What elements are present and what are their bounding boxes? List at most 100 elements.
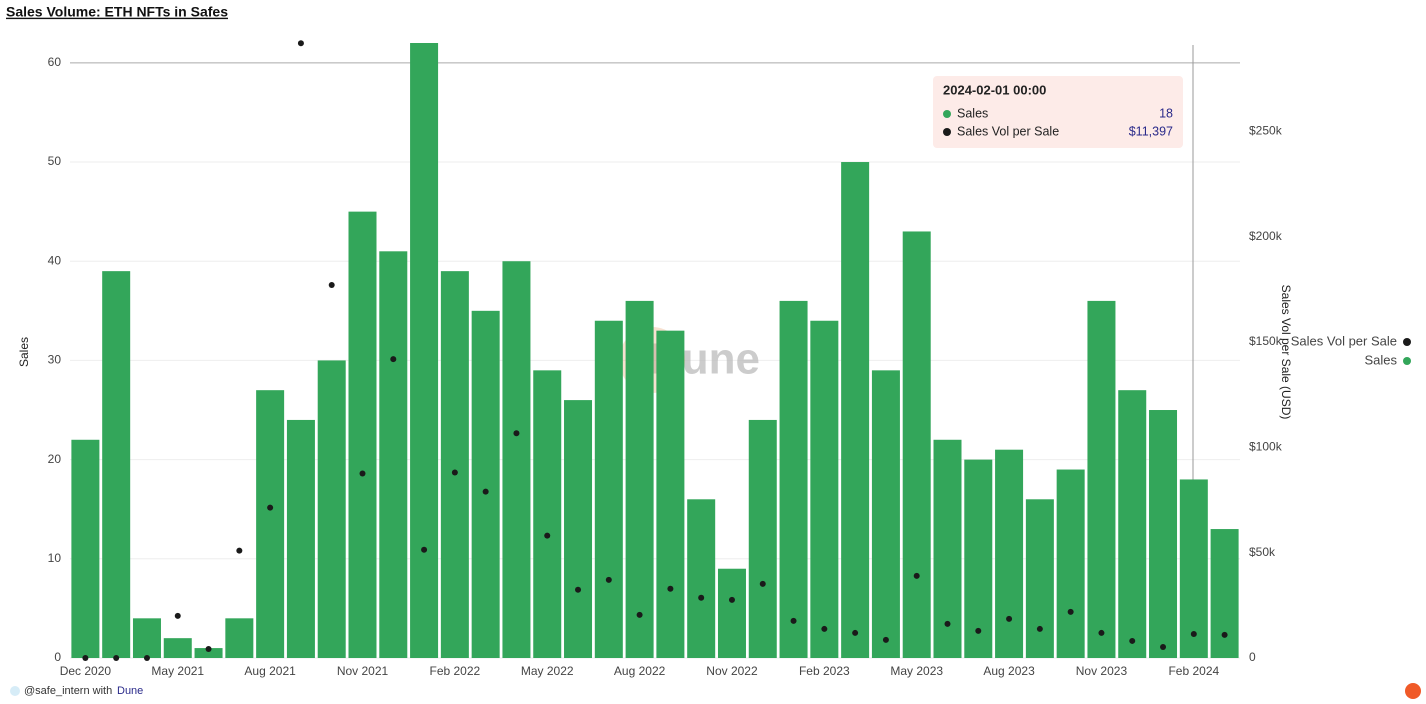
y2-tick-label: $100k (1249, 440, 1283, 454)
x-tick-label: May 2023 (890, 664, 943, 678)
tooltip-box (933, 76, 1183, 148)
x-tick-label: May 2021 (151, 664, 204, 678)
footer-brand: Dune (117, 685, 143, 697)
point (451, 469, 458, 476)
bar (779, 300, 808, 658)
bar (194, 648, 223, 658)
x-tick-label: Nov 2023 (1076, 664, 1128, 678)
bar (594, 320, 623, 658)
bar (1118, 390, 1147, 658)
y-tick-label: 30 (48, 353, 62, 367)
y-tick-label: 20 (48, 452, 62, 466)
y-tick-label: 40 (48, 253, 62, 267)
bar (348, 211, 377, 658)
y2-tick-label: $250k (1249, 124, 1283, 138)
tooltip-swatch (943, 128, 951, 136)
point (236, 547, 243, 554)
x-tick-label: Aug 2021 (244, 664, 296, 678)
x-tick-label: Aug 2022 (614, 664, 666, 678)
point (359, 470, 366, 477)
point (1098, 629, 1105, 636)
point (1036, 625, 1043, 632)
point (297, 40, 304, 47)
point (82, 655, 89, 661)
tooltip-value: $11,397 (1129, 124, 1173, 138)
bar (1210, 529, 1239, 658)
dune-logo (1405, 683, 1421, 699)
bar (225, 618, 254, 658)
bar (163, 638, 192, 658)
point (667, 585, 674, 592)
bar (687, 499, 716, 658)
point (852, 629, 859, 636)
point (944, 620, 951, 627)
bar (1179, 479, 1208, 658)
bar (995, 449, 1024, 658)
point (421, 546, 428, 553)
point (759, 580, 766, 587)
bar (1149, 410, 1178, 658)
footer-avatar (10, 686, 20, 696)
bar (256, 390, 285, 658)
y-tick-label: 10 (48, 551, 62, 565)
bar (1056, 469, 1085, 658)
x-tick-label: Nov 2021 (337, 664, 389, 678)
tooltip-swatch (943, 110, 951, 118)
x-tick-label: Dec 2020 (60, 664, 112, 678)
y-tick-label: 0 (54, 650, 61, 664)
bar (410, 43, 439, 658)
bar (1025, 499, 1054, 658)
tooltip-title: 2024-02-01 00:00 (943, 82, 1046, 97)
x-tick-label: Aug 2023 (983, 664, 1035, 678)
bar (656, 330, 685, 658)
y2-tick-label: $150k (1249, 334, 1283, 348)
point (390, 356, 397, 363)
point (1129, 637, 1136, 644)
y-axis-title: Sales (17, 337, 31, 367)
point (1190, 630, 1197, 637)
point (636, 611, 643, 618)
y-tick-label: 60 (48, 55, 62, 69)
bar (841, 162, 870, 658)
y2-axis-title: Sales Vol per Sale (USD) (1279, 285, 1293, 420)
point (790, 617, 797, 624)
bar (902, 231, 931, 658)
y2-tick-label: $200k (1249, 229, 1283, 243)
bar (317, 360, 346, 658)
point (113, 655, 120, 661)
tooltip-value: 18 (1159, 106, 1173, 120)
point (143, 655, 150, 661)
bar (717, 568, 746, 658)
point (913, 572, 920, 579)
point (328, 281, 335, 288)
y2-tick-label: 0 (1249, 650, 1256, 664)
footer-text: @safe_intern with (24, 685, 112, 697)
point (1160, 644, 1167, 651)
legend-swatch (1403, 357, 1411, 365)
bar (132, 618, 161, 658)
bar (964, 459, 993, 658)
bar (625, 300, 654, 658)
point (174, 612, 181, 619)
point (205, 645, 212, 652)
bar (286, 419, 315, 658)
tooltip-name: Sales (957, 106, 988, 120)
point (1221, 631, 1228, 638)
tooltip-name: Sales Vol per Sale (957, 124, 1059, 138)
point (482, 488, 489, 495)
bar (871, 370, 900, 658)
bar (748, 419, 777, 658)
bar (102, 271, 131, 658)
bar (533, 370, 562, 658)
x-tick-label: Feb 2022 (430, 664, 481, 678)
point (728, 596, 735, 603)
x-tick-label: Feb 2024 (1168, 664, 1219, 678)
x-tick-label: Feb 2023 (799, 664, 850, 678)
legend-label: Sales (1364, 352, 1397, 367)
bar (440, 271, 469, 658)
point (605, 576, 612, 583)
point (975, 627, 982, 634)
bar (379, 251, 408, 658)
chart-title: Sales Volume: ETH NFTs in Safes (6, 4, 228, 20)
